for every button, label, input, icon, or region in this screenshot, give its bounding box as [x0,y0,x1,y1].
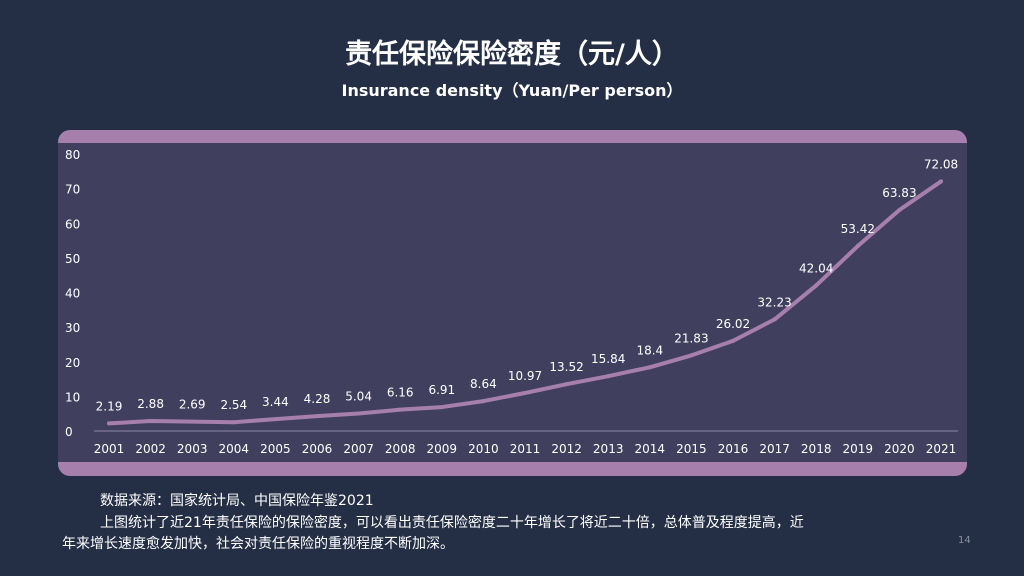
data-label: 63.83 [882,186,916,200]
data-point [939,179,943,184]
line-chart: 0 10 20 30 40 50 60 70 80 2001 2002 2003 2004 2005 200… [65,148,958,456]
data-label: 53.42 [841,222,875,236]
chart-area [58,143,967,462]
x-tick-label: 2018 [801,442,832,456]
data-point [398,407,403,412]
data-point [647,365,652,370]
x-tick-label: 2013 [593,442,624,456]
data-point [481,399,486,404]
data-label: 8.64 [470,377,497,391]
x-tick-label: 2017 [759,442,790,456]
x-tick-label: 2021 [926,442,957,456]
data-label: 72.08 [924,157,958,171]
x-tick-label: 2014 [635,442,666,456]
page-number: 14 [958,535,971,546]
x-tick-label: 2003 [177,442,208,456]
x-tick-label: 2009 [427,442,458,456]
data-point [356,411,361,416]
y-tick-label: 70 [65,183,80,197]
data-point [855,244,860,249]
data-point [148,419,153,424]
data-point [273,417,278,422]
data-label: 2.54 [220,398,247,412]
data-label: 2.69 [179,398,206,412]
y-tick-label: 30 [65,321,80,335]
data-label: 6.16 [387,386,414,400]
x-tick-label: 2004 [219,442,250,456]
data-label: 15.84 [591,352,625,366]
description-line-1: 上图统计了近21年责任保险的保险密度，可以看出责任保险密度二十年增长了将近二十倍… [100,515,804,531]
y-tick-label: 40 [65,287,80,301]
data-point [107,421,111,426]
data-label: 4.28 [304,392,331,406]
x-tick-label: 2010 [468,442,499,456]
data-point [315,414,319,419]
x-tick-label: 2005 [260,442,291,456]
x-tick-label: 2012 [551,442,582,456]
data-point [731,338,735,343]
y-tick-label: 20 [65,356,80,370]
data-label: 5.04 [345,390,372,404]
data-label: 10.97 [508,369,542,383]
data-point [897,207,902,212]
y-tick-label: 80 [65,148,80,162]
x-tick-label: 2002 [135,442,166,456]
chart-panel: 0 10 20 30 40 50 60 70 80 2001 2002 2003 2004 2005 200… [58,130,967,476]
data-label: 18.4 [636,343,663,357]
x-tick-label: 2020 [884,442,915,456]
y-tick-label: 60 [65,217,80,231]
data-label: 32.23 [757,295,791,309]
x-tick-label: 2016 [718,442,749,456]
y-tick-label: 50 [65,252,80,266]
y-tick-label: 10 [65,390,80,404]
x-tick-label: 2015 [676,442,707,456]
data-point [231,420,236,425]
data-point [772,317,777,322]
data-label: 3.44 [262,395,289,409]
x-tick-label: 2008 [385,442,416,456]
x-tick-label: 2007 [343,442,374,456]
data-point [606,374,611,379]
data-label: 2.19 [96,399,123,413]
data-label: 2.88 [137,397,164,411]
data-point [564,382,569,387]
x-tick-label: 2006 [302,442,333,456]
data-label: 26.02 [716,317,750,331]
data-label: 42.04 [799,261,833,275]
slide-title: 责任保险保险密度（元/人） [345,39,679,70]
data-label: 6.91 [428,383,455,397]
slide-subtitle: Insurance density（Yuan/Per person） [341,81,683,100]
data-point [689,353,694,358]
data-point [814,283,819,288]
data-label: 13.52 [549,360,583,374]
data-point [190,419,195,424]
data-line [107,179,943,426]
y-tick-label: 0 [65,425,73,439]
data-point [523,391,527,396]
data-point [439,405,444,410]
data-label: 21.83 [674,331,708,345]
x-tick-label: 2011 [510,442,541,456]
data-source: 数据来源：国家统计局、中国保险年鉴2021 [100,493,374,509]
description-line-2: 年来增长速度愈发加快，社会对责任保险的重视程度不断加深。 [62,536,454,552]
x-tick-label: 2019 [843,442,874,456]
x-tick-label: 2001 [94,442,125,456]
